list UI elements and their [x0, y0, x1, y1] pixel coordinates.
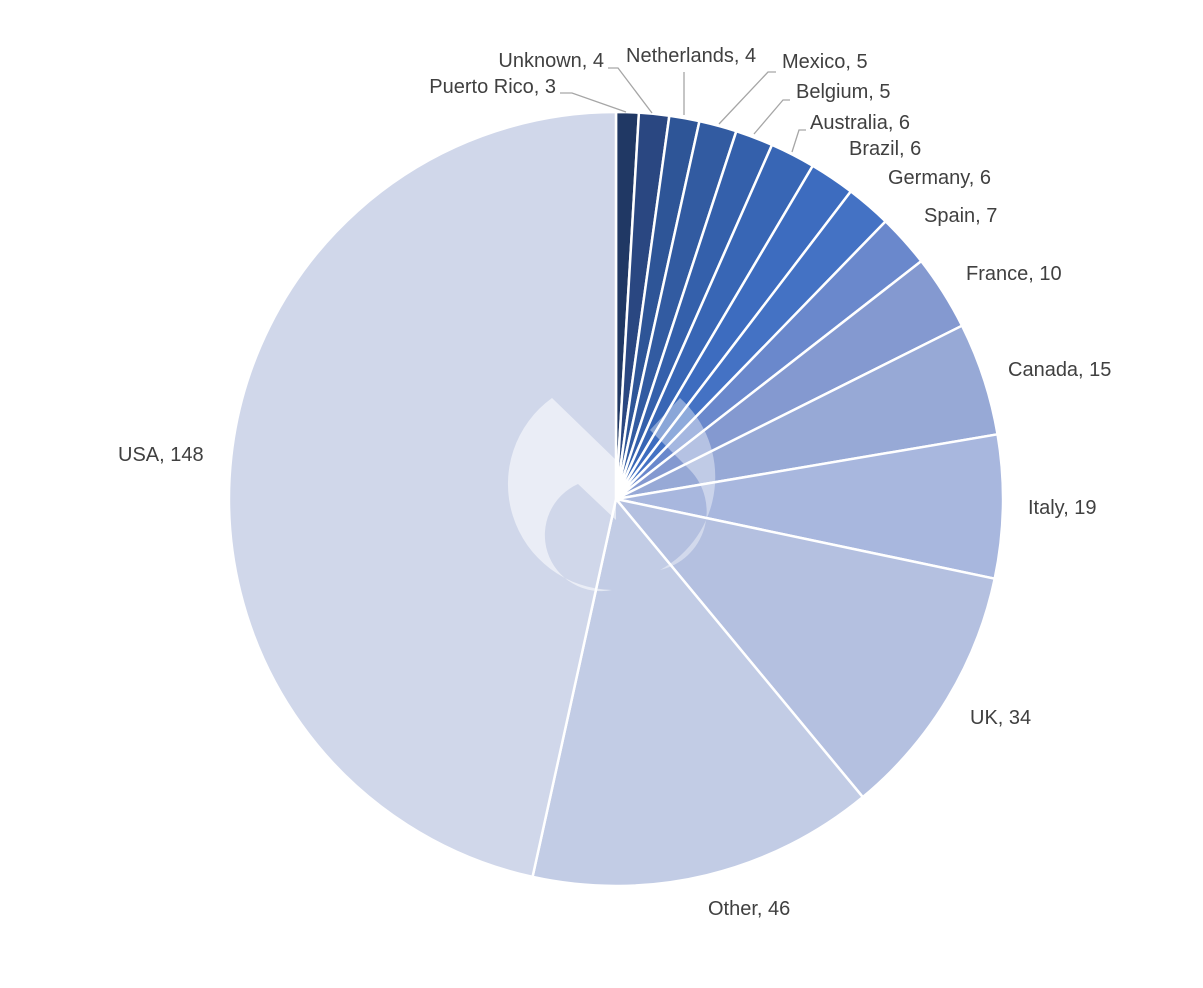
leader-line-unknown: [608, 67, 653, 114]
leader-line-australia: [791, 129, 806, 153]
leader-lines: [560, 67, 806, 153]
leader-line-belgium: [753, 99, 790, 135]
slice-label-italy: Italy, 19: [1028, 497, 1097, 519]
slice-labels: Puerto Rico, 3 Unknown, 4 Netherlands, 4 Me…: [118, 45, 1111, 920]
watermark-logo: [507, 398, 716, 592]
slice-label-uk: UK, 34: [970, 707, 1031, 729]
pie-slice-other: [531, 497, 865, 888]
pie-slice-usa: [227, 110, 618, 879]
slice-label-mexico: Mexico, 5: [782, 51, 868, 73]
pie-slice-uk: [614, 497, 996, 799]
slice-label-australia: Australia, 6: [810, 112, 910, 134]
slice-label-france: France, 10: [966, 263, 1062, 285]
slice-label-canada: Canada, 15: [1008, 359, 1111, 381]
slice-label-germany: Germany, 6: [888, 167, 991, 189]
leader-line-mexico: [718, 71, 776, 125]
slice-label-puerto-rico: Puerto Rico, 3: [429, 76, 556, 98]
slice-label-spain: Spain, 7: [924, 205, 997, 227]
slice-label-usa: USA, 148: [118, 444, 204, 466]
pie-slices: [227, 110, 1005, 888]
slice-label-other: Other, 46: [708, 898, 790, 920]
slice-label-unknown: Unknown, 4: [498, 50, 604, 72]
slice-label-brazil: Brazil, 6: [849, 138, 921, 160]
slice-label-netherlands: Netherlands, 4: [626, 45, 756, 67]
slice-label-belgium: Belgium, 5: [796, 81, 891, 103]
leader-line-puerto-rico: [560, 92, 627, 113]
pie-slice-italy: [614, 433, 1005, 580]
